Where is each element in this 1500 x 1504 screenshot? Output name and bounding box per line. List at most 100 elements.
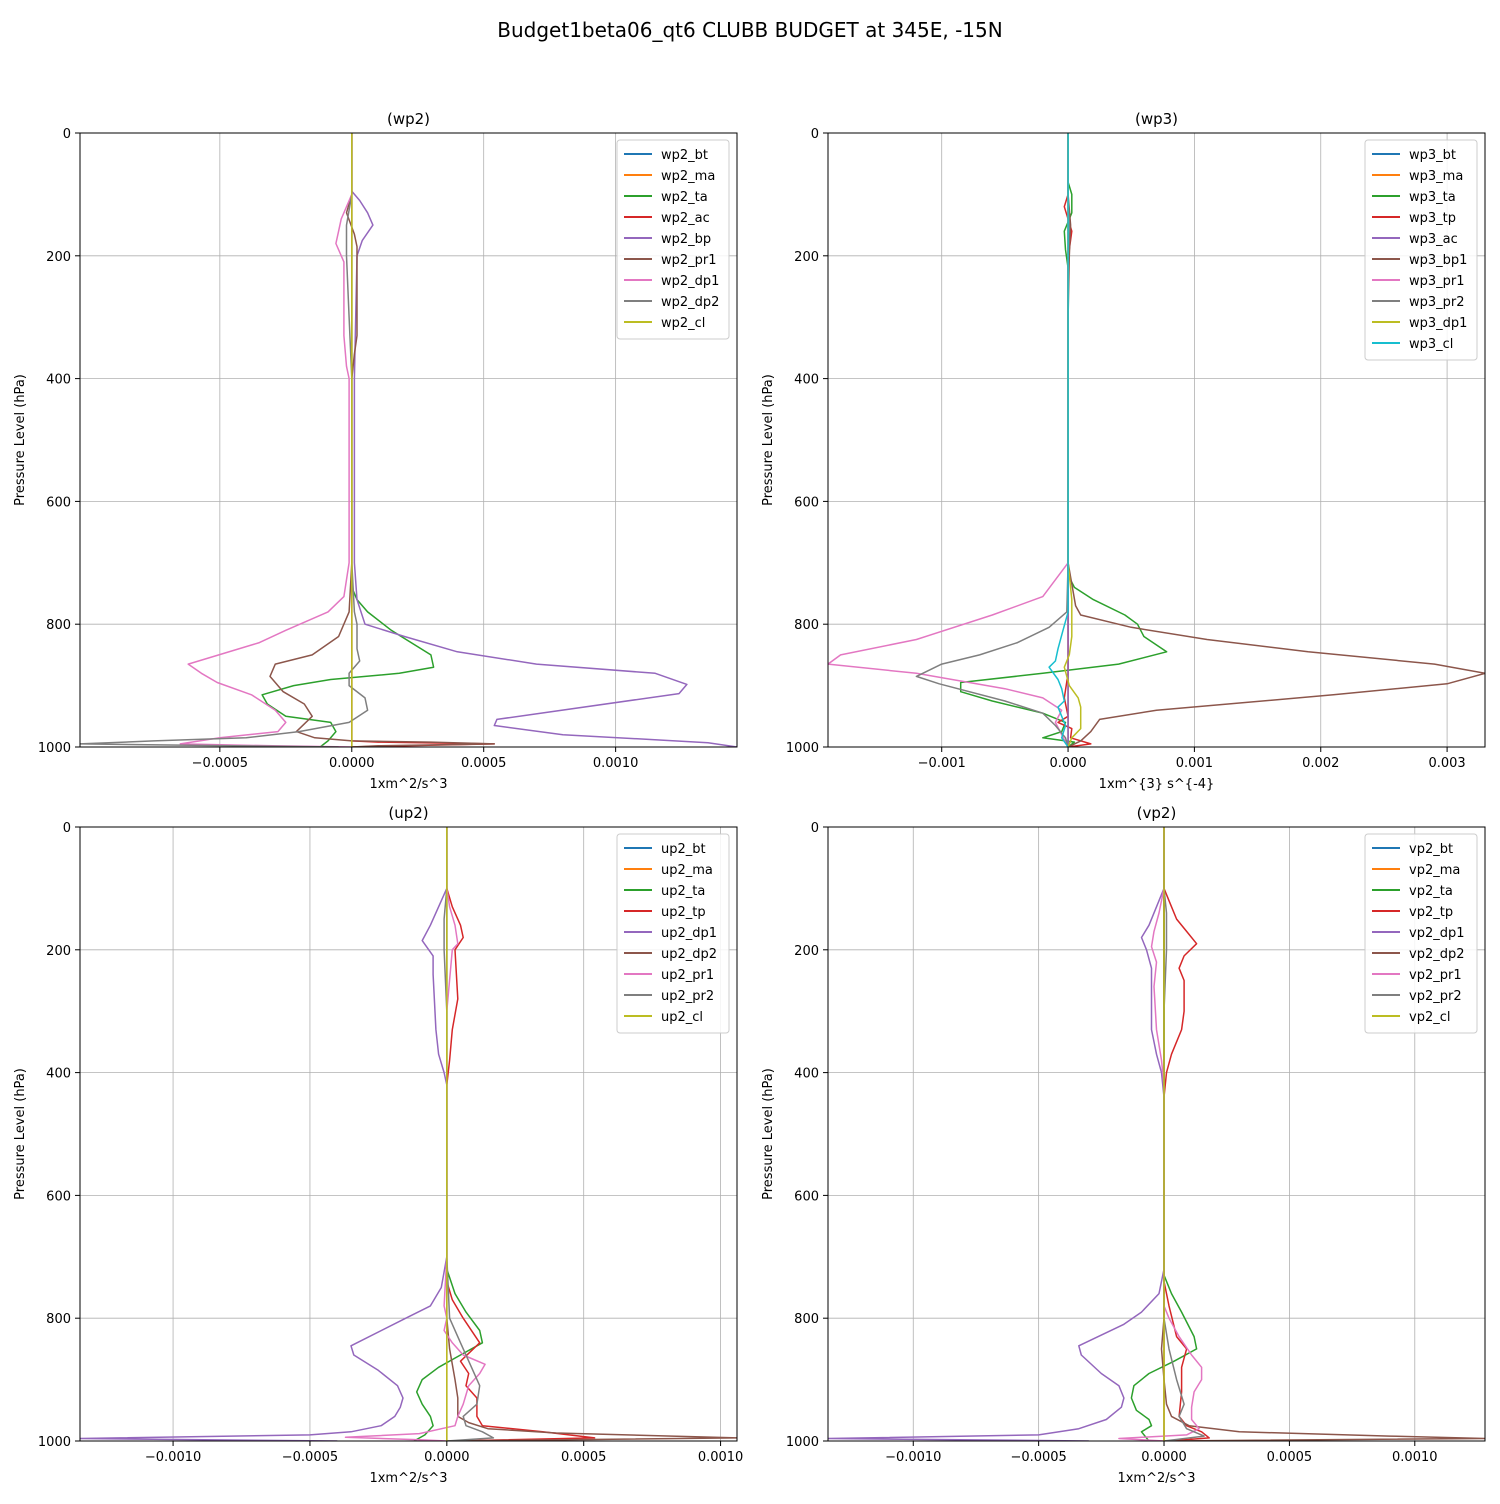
legend-label: wp3_dp1 xyxy=(1409,316,1467,331)
legend-label: vp2_ma xyxy=(1409,863,1460,878)
legend-label: wp3_tp xyxy=(1409,211,1456,226)
legend-label: wp2_bt xyxy=(661,148,708,163)
series-line-vp2_ta xyxy=(1130,827,1198,1441)
legend-label: wp3_cl xyxy=(1409,337,1453,352)
y-tick-label: 600 xyxy=(794,1189,819,1204)
series-line-vp2_dp2 xyxy=(1160,827,1485,1441)
legend-label: vp2_pr2 xyxy=(1409,989,1462,1004)
legend-box xyxy=(616,833,730,1034)
legend-label: wp2_pr1 xyxy=(661,253,717,268)
y-tick-label: 600 xyxy=(794,495,819,510)
legend-label: wp3_ac xyxy=(1409,232,1458,247)
x-tick-label: 0.0005 xyxy=(461,756,507,771)
y-tick-label: 200 xyxy=(46,944,71,959)
legend: vp2_bt vp2_ma vp2_ta vp2_tp vp2_dp1 vp2_dp2vp… xyxy=(1364,833,1478,1034)
legend-label: wp3_pr1 xyxy=(1409,274,1465,289)
chart-title: (up2) xyxy=(388,804,428,822)
axes-frame xyxy=(79,132,738,748)
y-tick-label: 1000 xyxy=(38,1435,71,1450)
x-tick-label: 0.0000 xyxy=(1141,1450,1187,1465)
legend: wp3_bt wp3_ma wp3_ta wp3_tp wp3_ac wp3_bp1 wp3… xyxy=(1364,139,1478,361)
x-tick-label: 0.0010 xyxy=(698,1450,744,1465)
legend-label: wp2_ta xyxy=(661,190,708,205)
series-line-wp3_dp1 xyxy=(1063,133,1082,747)
legend-label: wp3_pr2 xyxy=(1409,295,1465,310)
legend-label: up2_dp2 xyxy=(661,947,717,962)
y-tick-label: 800 xyxy=(46,1312,71,1327)
y-tick-label: 0 xyxy=(811,127,819,142)
x-axis-label: 1xm^{3} s^{-4} xyxy=(1099,777,1215,792)
series-group xyxy=(828,827,1485,1441)
series-group xyxy=(80,133,737,747)
figure-title: Budget1beta06_qt6 CLUBB BUDGET at 345E, … xyxy=(497,18,1002,42)
series-line-up2_ta xyxy=(413,827,484,1441)
series-line-wp3_ta xyxy=(959,133,1168,747)
legend-label: up2_pr2 xyxy=(661,989,714,1004)
x-axis-label: 1xm^2/s^3 xyxy=(1117,1471,1195,1486)
chart-title: (wp2) xyxy=(387,110,430,128)
x-axis-label: 1xm^2/s^3 xyxy=(369,777,447,792)
series-line-vp2_pr2 xyxy=(1163,827,1205,1441)
series-line-up2_tp xyxy=(446,827,596,1441)
series-line-wp2_dp2 xyxy=(80,133,369,747)
y-axis-label: Pressure Level (hPa) xyxy=(761,374,776,506)
x-tick-label: 0.0005 xyxy=(1267,1450,1313,1465)
legend-label: wp2_dp1 xyxy=(661,274,719,289)
y-axis-label: Pressure Level (hPa) xyxy=(13,374,28,506)
series-line-wp3_bp1 xyxy=(1067,133,1485,747)
legend-label: wp3_ma xyxy=(1409,169,1463,184)
series-line-wp3_cl xyxy=(1048,133,1069,747)
legend: up2_bt up2_ma up2_ta up2_tp up2_dp1 up2_dp2up… xyxy=(616,833,730,1034)
y-tick-label: 800 xyxy=(794,1312,819,1327)
y-tick-label: 200 xyxy=(46,250,71,265)
y-tick-label: 600 xyxy=(46,1189,71,1204)
x-tick-label: 0.0000 xyxy=(329,756,375,771)
y-tick-label: 0 xyxy=(63,821,71,836)
y-tick-label: 1000 xyxy=(786,1435,819,1450)
legend-label: wp2_ac xyxy=(661,211,710,226)
x-tick-label: 0.002 xyxy=(1302,756,1339,771)
y-axis-label: Pressure Level (hPa) xyxy=(761,1068,776,1200)
chart-panel-1: −0.001 0.000 0.001 0.002 0.003 0 200 400 600 800 1… xyxy=(761,110,1486,792)
y-tick-label: 400 xyxy=(46,1067,71,1082)
chart-title: (wp3) xyxy=(1135,110,1178,128)
legend-label: wp3_bt xyxy=(1409,148,1456,163)
y-tick-label: 400 xyxy=(46,373,71,388)
x-tick-label: −0.0005 xyxy=(1010,1450,1066,1465)
x-tick-label: 0.0010 xyxy=(1392,1450,1438,1465)
series-line-vp2_pr1 xyxy=(1118,827,1203,1441)
legend-label: wp2_ma xyxy=(661,169,715,184)
chart-panel-0: −0.0005 0.0000 0.0005 0.0010 0 200 400 600 800 10… xyxy=(13,110,738,792)
x-axis-label: 1xm^2/s^3 xyxy=(369,1471,447,1486)
y-tick-label: 200 xyxy=(794,944,819,959)
x-tick-label: −0.0005 xyxy=(282,1450,338,1465)
legend-label: vp2_ta xyxy=(1409,884,1453,899)
legend-label: vp2_dp1 xyxy=(1409,926,1465,941)
legend-label: vp2_dp2 xyxy=(1409,947,1465,962)
y-axis-label: Pressure Level (hPa) xyxy=(13,1068,28,1200)
legend-label: up2_cl xyxy=(661,1010,703,1025)
legend-label: vp2_pr1 xyxy=(1409,968,1462,983)
axes-frame xyxy=(79,826,738,1442)
y-tick-label: 0 xyxy=(811,821,819,836)
y-tick-label: 800 xyxy=(46,618,71,633)
y-tick-label: 1000 xyxy=(786,741,819,756)
y-tick-label: 0 xyxy=(63,127,71,142)
legend-label: wp3_ta xyxy=(1409,190,1456,205)
series-line-vp2_dp1 xyxy=(828,827,1165,1441)
x-tick-label: 0.001 xyxy=(1176,756,1213,771)
series-line-up2_dp1 xyxy=(80,827,448,1441)
axes-frame xyxy=(827,132,1486,748)
x-tick-label: 0.000 xyxy=(1049,756,1086,771)
y-tick-label: 400 xyxy=(794,373,819,388)
legend-box xyxy=(616,139,730,340)
legend-label: vp2_tp xyxy=(1409,905,1453,920)
series-line-wp3_pr1 xyxy=(828,133,1069,747)
legend-label: up2_pr1 xyxy=(661,968,714,983)
legend-label: up2_bt xyxy=(661,842,706,857)
legend-label: wp2_bp xyxy=(661,232,711,247)
y-tick-label: 1000 xyxy=(38,741,71,756)
